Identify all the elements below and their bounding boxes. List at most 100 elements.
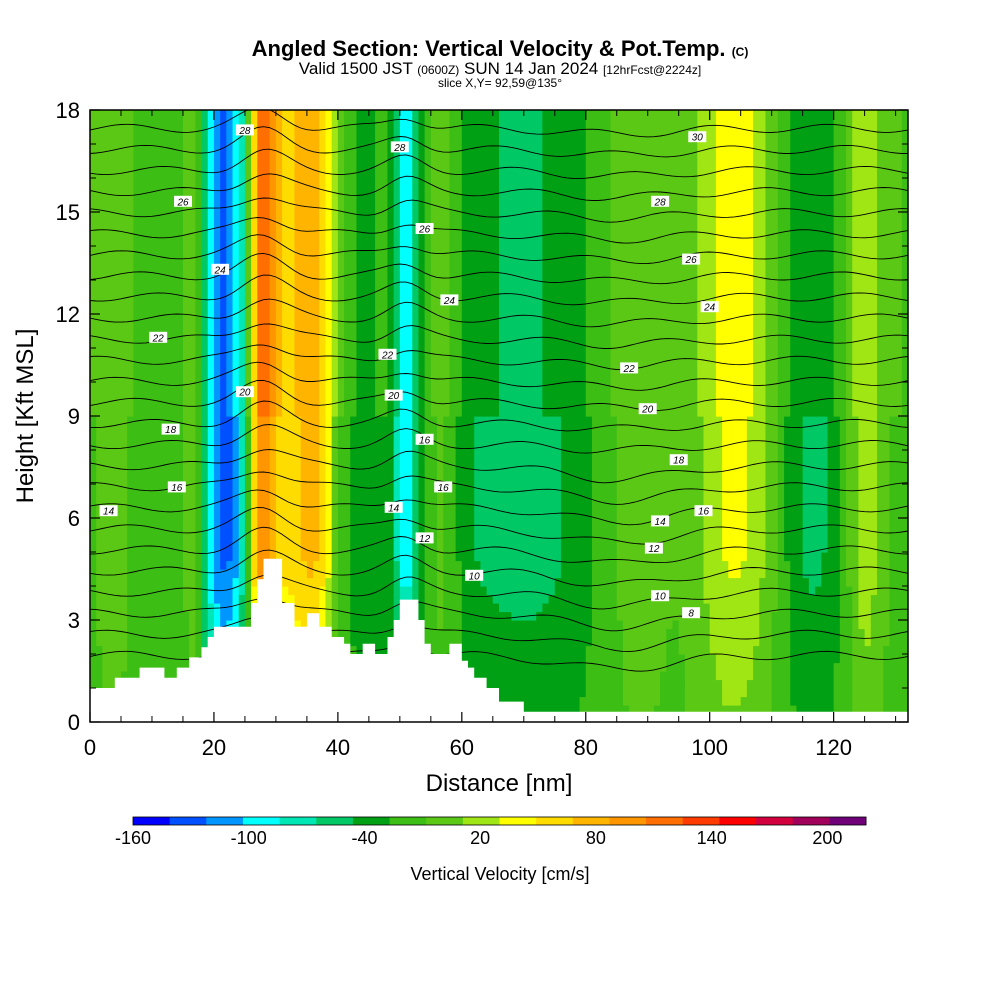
velocity-cell <box>201 535 209 545</box>
velocity-cell <box>282 280 289 290</box>
velocity-cell <box>480 594 488 604</box>
velocity-cell <box>257 161 265 171</box>
velocity-cell <box>368 220 376 230</box>
velocity-cell <box>294 246 302 256</box>
velocity-cell <box>133 288 141 298</box>
velocity-cell <box>331 348 339 358</box>
velocity-cell <box>195 492 203 502</box>
velocity-cell <box>275 543 283 553</box>
velocity-cell <box>288 169 296 179</box>
velocity-cell <box>108 416 116 426</box>
velocity-cell <box>461 382 469 392</box>
velocity-cell <box>244 169 252 179</box>
velocity-cell <box>145 365 153 375</box>
velocity-cell <box>96 331 103 341</box>
velocity-cell <box>437 586 444 596</box>
velocity-cell <box>480 586 488 596</box>
velocity-cell <box>313 509 320 519</box>
velocity-cell <box>468 654 475 664</box>
velocity-cell <box>511 654 519 664</box>
velocity-cell <box>381 416 389 426</box>
velocity-cell <box>412 237 420 247</box>
velocity-cell <box>238 416 246 426</box>
velocity-cell <box>139 586 147 596</box>
velocity-cell <box>449 416 457 426</box>
velocity-cell <box>443 220 451 230</box>
velocity-cell <box>430 552 438 562</box>
velocity-cell <box>350 373 358 383</box>
velocity-cell <box>362 552 370 562</box>
velocity-cell <box>263 288 271 298</box>
velocity-cell <box>90 628 97 638</box>
velocity-cell <box>368 254 376 264</box>
velocity-cell <box>226 305 234 315</box>
velocity-cell <box>455 577 463 587</box>
velocity-cell <box>114 424 122 434</box>
velocity-cell <box>344 594 351 604</box>
velocity-cell <box>381 314 389 324</box>
velocity-cell <box>275 339 283 349</box>
velocity-cell <box>238 458 246 468</box>
velocity-cell <box>412 339 420 349</box>
velocity-cell <box>282 399 289 409</box>
velocity-cell <box>418 339 426 349</box>
velocity-cell <box>220 246 227 256</box>
velocity-cell <box>331 611 339 621</box>
velocity-cell <box>182 526 190 536</box>
velocity-cell <box>325 399 333 409</box>
velocity-cell <box>257 424 265 434</box>
velocity-cell <box>368 492 376 502</box>
velocity-cell <box>232 331 240 341</box>
velocity-cell <box>151 560 159 570</box>
velocity-cell <box>313 518 320 528</box>
velocity-cell <box>474 407 482 417</box>
velocity-cell <box>263 161 271 171</box>
velocity-cell <box>319 594 327 604</box>
velocity-cell <box>275 280 283 290</box>
velocity-cell <box>263 348 271 358</box>
velocity-cell <box>313 152 320 162</box>
velocity-cell <box>189 322 196 332</box>
velocity-cell <box>381 110 389 120</box>
velocity-cell <box>213 433 221 443</box>
velocity-cell <box>449 212 457 222</box>
velocity-cell <box>195 169 203 179</box>
velocity-cell <box>120 611 128 621</box>
velocity-cell <box>418 331 426 341</box>
velocity-cell <box>213 305 221 315</box>
velocity-cell <box>499 645 506 655</box>
velocity-cell <box>499 365 506 375</box>
velocity-cell <box>480 382 488 392</box>
velocity-cell <box>350 407 358 417</box>
velocity-cell <box>424 526 432 536</box>
velocity-cell <box>492 127 500 137</box>
velocity-cell <box>96 356 103 366</box>
velocity-cell <box>133 373 141 383</box>
velocity-cell <box>102 203 110 213</box>
velocity-cell <box>145 305 153 315</box>
velocity-cell <box>486 203 494 213</box>
velocity-cell <box>449 526 457 536</box>
velocity-cell <box>344 305 351 315</box>
velocity-cell <box>468 331 475 341</box>
velocity-cell <box>505 424 512 434</box>
velocity-cell <box>226 297 234 307</box>
velocity-cell <box>263 450 271 460</box>
velocity-cell <box>492 526 500 536</box>
velocity-cell <box>170 637 178 647</box>
velocity-cell <box>164 492 172 502</box>
velocity-cell <box>393 237 401 247</box>
velocity-cell <box>182 254 190 264</box>
velocity-cell <box>127 518 134 528</box>
velocity-cell <box>133 254 141 264</box>
velocity-cell <box>337 263 345 273</box>
velocity-cell <box>90 662 97 672</box>
velocity-cell <box>480 365 488 375</box>
velocity-cell <box>257 203 265 213</box>
velocity-cell <box>474 543 482 553</box>
velocity-cell <box>455 237 463 247</box>
velocity-cell <box>300 118 308 128</box>
velocity-cell <box>468 382 475 392</box>
velocity-cell <box>176 492 184 502</box>
velocity-cell <box>232 611 240 621</box>
